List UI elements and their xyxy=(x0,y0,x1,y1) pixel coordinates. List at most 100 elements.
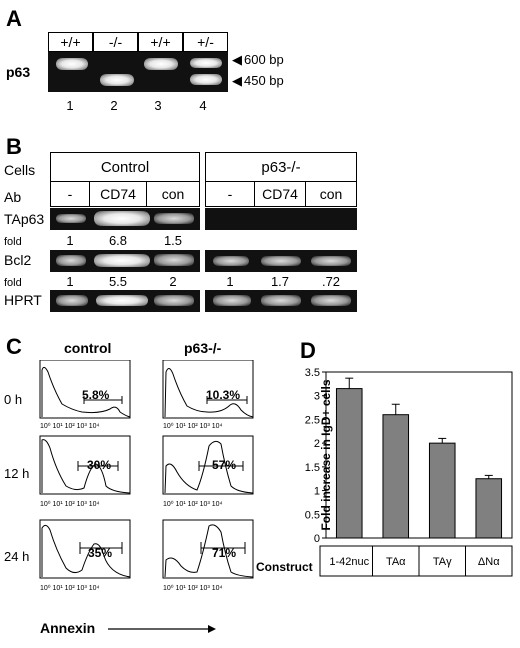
y-tick-label: 0 xyxy=(314,533,320,545)
time-label: 24 h xyxy=(4,549,30,564)
construct-label: 1-42nuc xyxy=(329,556,369,568)
bcl2-fold-value: 1 xyxy=(66,274,74,289)
gel-band xyxy=(213,256,249,266)
gate-percent: 30% xyxy=(87,458,112,472)
tap63-fold-value: 1.5 xyxy=(163,233,183,248)
annexin-axis-label: Annexin xyxy=(40,620,96,636)
p63-genotyping-gel xyxy=(48,52,228,92)
gel-band xyxy=(261,256,301,266)
tap63-gel-knockout xyxy=(205,208,357,230)
gel-band xyxy=(311,295,351,306)
gate-percent: 57% xyxy=(212,458,237,472)
gel-band xyxy=(96,295,148,306)
histogram-knockout-0h xyxy=(162,360,254,419)
tap63-row-label: TAp63 xyxy=(4,211,45,227)
tap63-gel-control xyxy=(50,208,200,230)
gel-band xyxy=(154,254,194,266)
y-tick-label: 1.5 xyxy=(305,462,320,474)
gate-percent: 5.8% xyxy=(82,388,110,402)
gel-band xyxy=(94,211,150,226)
ab-col-none-knockout: - xyxy=(205,181,255,207)
histogram-control-12h xyxy=(39,435,131,495)
y-tick-label: 0.5 xyxy=(305,509,320,521)
tap63-fold-value: 6.8 xyxy=(108,233,128,248)
col-control-label: control xyxy=(64,340,112,356)
svg-text:10⁰ 10¹ 10² 10³ 10⁴: 10⁰ 10¹ 10² 10³ 10⁴ xyxy=(163,584,223,592)
gel-band xyxy=(154,213,194,224)
histogram-control-0h xyxy=(39,360,131,419)
gate-percent: 71% xyxy=(212,546,237,560)
cells-label: Cells xyxy=(4,162,36,178)
bcl2-gel-control xyxy=(50,250,200,272)
bar xyxy=(475,478,503,539)
panel-a-letter: A xyxy=(6,6,22,31)
construct-label: TAγ xyxy=(433,556,452,568)
time-label: 0 h xyxy=(4,392,23,407)
marker-600bp: ◀ 600 bp xyxy=(232,52,284,67)
bar xyxy=(335,388,363,539)
bcl2-fold-value: 2 xyxy=(169,274,177,289)
lane-number: 2 xyxy=(110,98,118,113)
log-axis-ticks: 10⁰ 10¹ 10² 10³ 10⁴ 10⁰ 10¹ 10² 10³ 10⁴ … xyxy=(40,422,223,592)
y-tick-label: 2.5 xyxy=(305,414,320,426)
gel-band xyxy=(56,295,88,306)
lane-number: 1 xyxy=(66,98,74,113)
gel-band xyxy=(190,58,222,68)
ab-col-cd74-knockout: CD74 xyxy=(254,181,306,207)
annexin-arrow xyxy=(108,625,216,633)
bcl2-fold-value: 5.5 xyxy=(108,274,128,289)
plot-frame xyxy=(325,371,513,539)
y-tick-label: 3 xyxy=(314,391,320,403)
marker-450bp-label: 450 bp xyxy=(244,73,284,88)
hprt-gel-knockout xyxy=(205,290,357,312)
lane-number: 3 xyxy=(154,98,162,113)
ab-label: Ab xyxy=(4,189,22,205)
svg-text:10⁰ 10¹ 10² 10³ 10⁴: 10⁰ 10¹ 10² 10³ 10⁴ xyxy=(163,422,223,430)
genotype-lane-4: +/- xyxy=(183,32,228,52)
ab-col-cd74-control: CD74 xyxy=(89,181,147,207)
panel-b-letter: B xyxy=(6,134,22,159)
svg-text:10⁰ 10¹ 10² 10³ 10⁴: 10⁰ 10¹ 10² 10³ 10⁴ xyxy=(40,500,100,508)
construct-label: TAα xyxy=(386,556,406,568)
p63-gene-label: p63 xyxy=(6,64,31,80)
chart-xlabel: Construct xyxy=(256,560,313,574)
svg-text:10⁰ 10¹ 10² 10³ 10⁴: 10⁰ 10¹ 10² 10³ 10⁴ xyxy=(40,584,100,592)
hprt-gel-control xyxy=(50,290,200,312)
panel-c-letter: C xyxy=(6,334,22,359)
gate-percent: 10.3% xyxy=(206,388,241,402)
fold-label: fold xyxy=(4,236,22,248)
fold-label: fold xyxy=(4,277,22,289)
ab-col-con-control: con xyxy=(146,181,200,207)
marker-600bp-label: 600 bp xyxy=(244,52,284,67)
bar xyxy=(428,442,456,539)
bcl2-fold-value: 1 xyxy=(226,274,234,289)
bcl2-fold-value: 1.7 xyxy=(270,274,290,289)
gel-band xyxy=(56,214,86,223)
panel-d-letter: D xyxy=(300,338,316,363)
histogram-knockout-24h xyxy=(162,519,254,579)
gel-band xyxy=(154,295,194,306)
genotype-lane-3: +/+ xyxy=(138,32,183,52)
bar xyxy=(382,414,410,539)
svg-text:10⁰ 10¹ 10² 10³ 10⁴: 10⁰ 10¹ 10² 10³ 10⁴ xyxy=(40,422,100,430)
ab-col-con-knockout: con xyxy=(305,181,357,207)
bcl2-gel-knockout xyxy=(205,250,357,272)
histogram-control-24h xyxy=(39,519,131,579)
construct-label: ΔNα xyxy=(478,556,500,568)
hprt-row-label: HPRT xyxy=(4,292,42,308)
bcl2-row-label: Bcl2 xyxy=(4,252,32,268)
marker-450bp: ◀ 450 bp xyxy=(232,73,284,88)
fold-increase-bar-chart: 0 0.5 1 1.5 2 2.5 3 3.5 1-42nuc TAα TAγ ΔNα xyxy=(305,367,513,577)
gel-band xyxy=(261,295,301,306)
lane-number: 4 xyxy=(199,98,207,113)
gel-band xyxy=(213,295,251,306)
genotype-lane-1: +/+ xyxy=(48,32,93,52)
time-label: 12 h xyxy=(4,466,30,481)
genotype-lane-2: -/- xyxy=(93,32,138,52)
knockout-header: p63-/- xyxy=(205,152,357,182)
gel-band xyxy=(56,255,86,266)
histogram-knockout-12h xyxy=(162,435,254,495)
col-knockout-label: p63-/- xyxy=(184,340,222,356)
y-tick-label: 3.5 xyxy=(305,367,320,379)
control-header: Control xyxy=(50,152,200,182)
